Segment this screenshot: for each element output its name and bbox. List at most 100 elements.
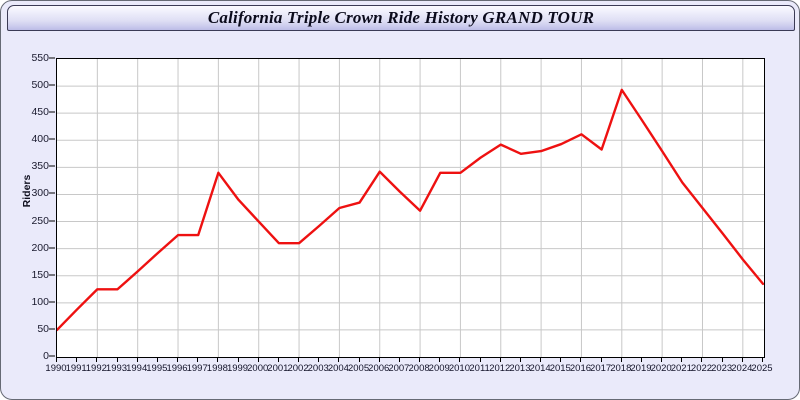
x-axis-tick-mark [358,357,360,362]
y-axis-tick-label: 50 [37,322,49,335]
x-axis-tick-mark [540,357,542,362]
x-axis-tick-mark [257,357,259,362]
y-axis-tick-label: 100 [31,295,49,308]
x-axis-tick-label: 2012 [489,363,511,374]
plot-area [56,58,765,358]
y-axis-ticks: 0 50 100 150 200 250 300 350 400 450 500 550 [1,52,55,362]
y-axis-tick-mark [49,301,55,303]
x-axis-tick-mark [217,357,219,362]
x-axis-tick-label: 2011 [469,363,490,374]
x-axis-tick-mark [640,357,642,362]
x-axis-tick-label: 2013 [509,363,531,374]
x-axis-tick-label: 1999 [226,363,249,374]
y-axis-tick-mark [49,274,55,276]
y-axis-tick-mark [49,355,55,357]
x-axis-tick-mark [156,357,158,362]
x-axis-tick-label: 1995 [146,363,168,374]
plot-wrapper: Riders 0 50 100 150 200 250 300 350 400 450 500 550… [1,35,799,399]
x-axis-tick-mark [762,357,763,362]
x-axis-tick-label: 2003 [307,363,329,374]
x-axis-tick-mark [681,357,683,362]
y-axis-tick-mark [49,57,55,59]
x-axis-tick-mark [661,357,663,362]
x-axis-tick-label: 2008 [408,363,430,374]
x-axis-tick-mark [318,357,320,362]
x-axis-tick-mark [177,357,179,362]
x-axis-tick-mark [479,357,481,362]
chart-title-bar: California Triple Crown Ride History GRA… [7,5,795,31]
x-axis-tick-mark [136,357,138,362]
x-axis-tick-label: 2023 [711,363,733,374]
y-axis-tick-label: 200 [31,241,49,254]
x-axis-tick-mark [338,357,340,362]
y-axis-tick-label: 500 [31,79,49,92]
x-axis-tick-label: 1994 [126,363,148,374]
y-axis-tick-label: 450 [31,106,49,119]
x-axis-tick-mark [398,357,400,362]
x-axis-tick-label: 1992 [85,363,107,374]
x-axis-tick-mark [459,357,461,362]
y-axis-tick-label: 250 [31,214,49,227]
x-axis-tick-mark [560,357,562,362]
x-axis-tick-label: 1997 [186,363,208,374]
x-axis-tick-mark [580,357,582,362]
x-axis-tick-mark [116,357,118,362]
x-axis-tick-mark [519,357,521,362]
x-axis-tick-mark [701,357,703,362]
x-axis-tick-mark [298,357,300,362]
y-axis-tick-mark [49,192,55,194]
x-axis-tick-label: 2021 [670,363,692,374]
x-axis-tick-mark [741,357,743,362]
x-axis-tick-label: 2005 [347,363,370,374]
x-axis-tick-label: 2004 [327,363,349,374]
x-axis-tick-label: 2006 [368,363,390,374]
x-axis-tick-label: 2007 [388,363,410,374]
x-axis-tick-label: 2018 [610,363,632,374]
x-axis-tick-mark [378,357,380,362]
x-axis-tick-label: 2000 [247,363,269,374]
x-axis-tick-mark [721,357,723,362]
x-axis-tick-label: 2024 [731,363,753,374]
y-axis-tick-mark [49,165,55,167]
y-axis-tick-label: 550 [31,52,49,64]
x-axis-tick-mark [56,357,57,362]
x-axis-tick-label: 1990 [45,363,67,374]
y-axis-tick-label: 0 [43,350,49,362]
x-axis-tick-mark [277,357,279,362]
y-axis-tick-label: 300 [31,187,49,200]
x-axis-tick-label: 2010 [448,363,470,374]
page-title: California Triple Crown Ride History GRA… [207,8,595,27]
x-axis-tick-label: 2014 [529,363,551,374]
x-axis-tick-label: 1998 [206,363,228,374]
x-axis-tick-mark [237,357,239,362]
y-axis-tick-mark [49,138,55,140]
x-axis-tick-label: 2001 [267,363,289,374]
y-axis-tick-mark [49,84,55,86]
x-axis-tick-mark [439,357,441,362]
x-axis-tick-label: 1993 [105,363,128,374]
y-axis-tick-mark [49,111,55,113]
y-axis-tick-label: 150 [31,268,49,281]
y-axis-tick-mark [49,220,55,222]
x-axis-tick-mark [600,357,602,362]
x-axis-tick-label: 1991 [65,363,87,374]
y-axis-tick-label: 400 [31,133,49,146]
x-axis-tick-label: 2017 [590,363,612,374]
x-axis-tick-label: 2016 [569,363,592,374]
grid-lines [57,59,764,357]
x-axis-tick-label: 2002 [287,363,309,374]
x-axis-tick-label: 2020 [650,363,672,374]
x-axis-tick-mark [499,357,501,362]
y-axis-tick-label: 350 [31,160,49,173]
x-axis-tick-label: 2019 [630,363,652,374]
series-line-riders [57,59,764,357]
x-axis-tick-mark [620,357,622,362]
x-axis-ticks: 1990 1991 1992 1993 1994 1995 1996 1997 1998 1999… [45,357,773,387]
x-axis-tick-mark [419,357,421,362]
x-axis-tick-label: 2009 [428,363,450,374]
y-axis-tick-mark [49,328,55,330]
x-axis-tick-label: 2015 [549,363,571,374]
x-axis-tick-mark [76,357,78,362]
x-axis-tick-label: 1996 [166,363,188,374]
